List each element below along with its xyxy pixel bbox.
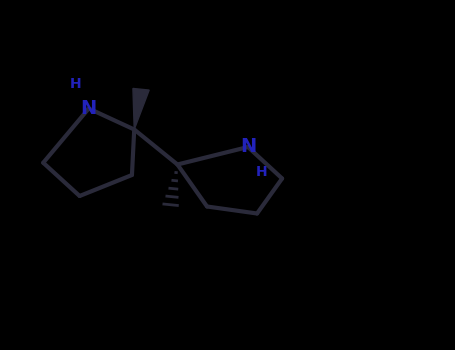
Text: H: H <box>69 77 81 91</box>
Polygon shape <box>133 89 149 130</box>
Text: N: N <box>240 138 256 156</box>
Text: H: H <box>256 164 268 178</box>
Text: N: N <box>81 99 97 118</box>
